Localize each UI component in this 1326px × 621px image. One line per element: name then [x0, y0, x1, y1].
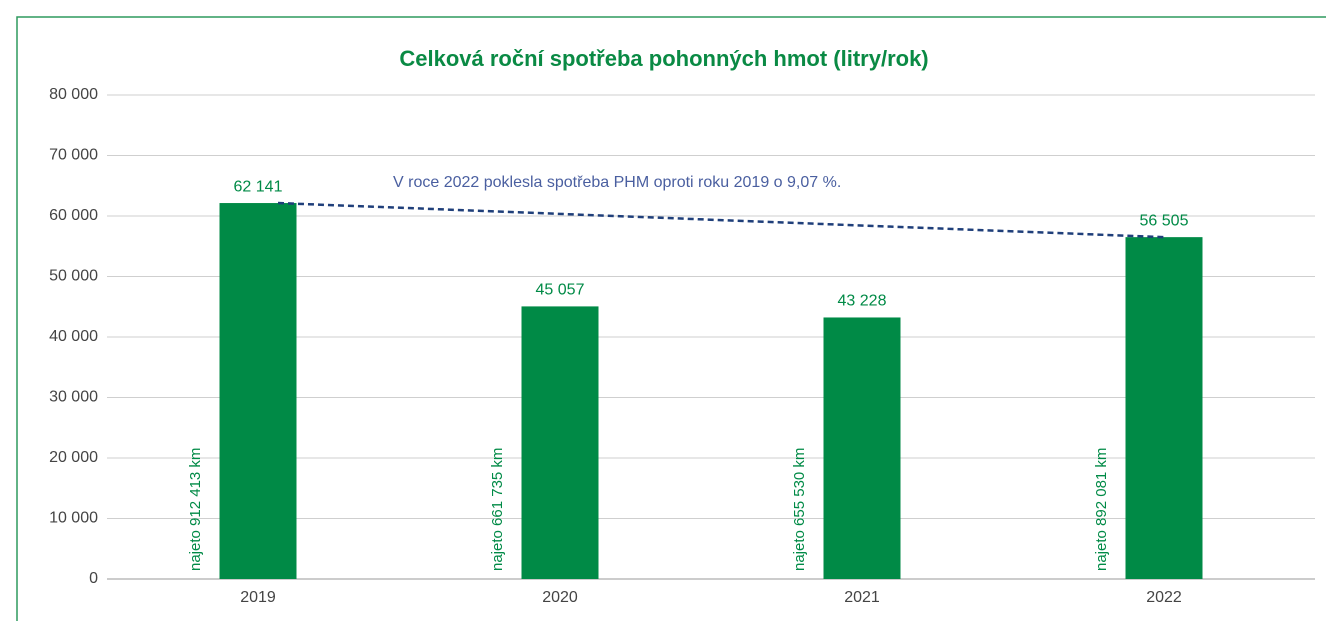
- y-tick-label: 10 000: [49, 510, 98, 527]
- value-label: 45 057: [536, 282, 585, 299]
- bar-annotation: najeto 661 735 km: [489, 448, 506, 571]
- bar: [219, 203, 297, 580]
- y-tick-label: 50 000: [49, 268, 98, 285]
- y-tick-label: 80 000: [49, 86, 98, 103]
- trend-line: [277, 201, 1165, 239]
- value-label: 62 141: [234, 178, 283, 195]
- x-tick-label: 2021: [844, 589, 880, 606]
- y-tick-label: 60 000: [49, 207, 98, 224]
- bar: [1125, 237, 1203, 579]
- y-tick-label: 20 000: [49, 449, 98, 466]
- bar-annotation: najeto 892 081 km: [1093, 448, 1110, 571]
- y-tick-label: 40 000: [49, 328, 98, 345]
- x-tick-label: 2019: [240, 589, 276, 606]
- bar: [521, 306, 599, 579]
- frame: [16, 16, 1326, 621]
- y-tick-label: 70 000: [49, 147, 98, 164]
- value-label: 43 228: [838, 293, 887, 310]
- y-tick-label: 0: [89, 570, 98, 587]
- bar-annotation: najeto 912 413 km: [187, 448, 204, 571]
- value-label: 56 505: [1140, 212, 1189, 229]
- trend-annotation: V roce 2022 poklesla spotřeba PHM oproti…: [393, 174, 841, 191]
- x-tick-label: 2022: [1146, 589, 1182, 606]
- chart-title: Celková roční spotřeba pohonných hmot (l…: [399, 46, 928, 71]
- y-tick-label: 30 000: [49, 389, 98, 406]
- bar: [823, 317, 901, 579]
- x-tick-label: 2020: [542, 589, 578, 606]
- bar-annotation: najeto 655 530 km: [791, 448, 808, 571]
